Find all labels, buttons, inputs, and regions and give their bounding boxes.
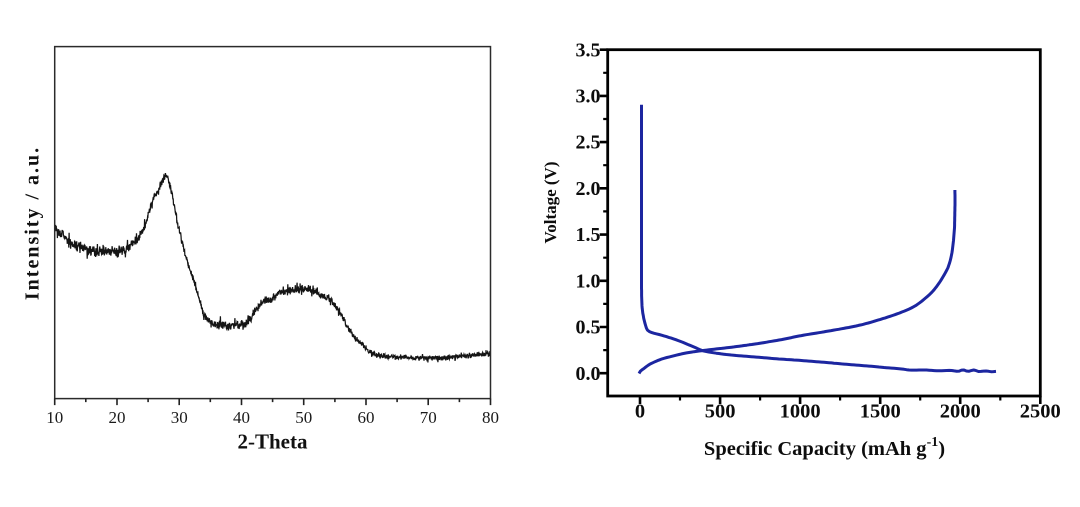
svg-text:Intensity / a.u.: Intensity / a.u.	[22, 146, 44, 300]
svg-text:40: 40	[233, 408, 250, 427]
svg-text:80: 80	[482, 408, 499, 427]
svg-text:60: 60	[358, 408, 375, 427]
svg-text:3.0: 3.0	[576, 86, 601, 108]
svg-text:50: 50	[295, 408, 312, 427]
svg-text:1.5: 1.5	[576, 224, 601, 246]
svg-text:500: 500	[705, 400, 736, 422]
svg-text:2.5: 2.5	[576, 132, 601, 154]
svg-text:1000: 1000	[780, 400, 821, 422]
svg-text:3.5: 3.5	[576, 39, 601, 61]
svg-text:70: 70	[420, 408, 437, 427]
svg-text:2-Theta: 2-Theta	[238, 430, 308, 454]
svg-text:Specific Capacity (mAh g-1): Specific Capacity (mAh g-1)	[704, 435, 945, 460]
svg-text:Voltage (V): Voltage (V)	[541, 162, 560, 244]
svg-text:0.5: 0.5	[576, 317, 601, 339]
svg-text:2000: 2000	[940, 400, 981, 422]
svg-text:1.0: 1.0	[576, 270, 601, 292]
svg-text:20: 20	[109, 408, 126, 427]
svg-text:10: 10	[46, 408, 63, 427]
svg-text:2500: 2500	[1020, 400, 1061, 422]
svg-text:0: 0	[635, 400, 645, 422]
svg-text:1500: 1500	[860, 400, 901, 422]
svg-text:2.0: 2.0	[576, 178, 601, 200]
svg-text:30: 30	[171, 408, 188, 427]
svg-text:0.0: 0.0	[576, 363, 601, 385]
